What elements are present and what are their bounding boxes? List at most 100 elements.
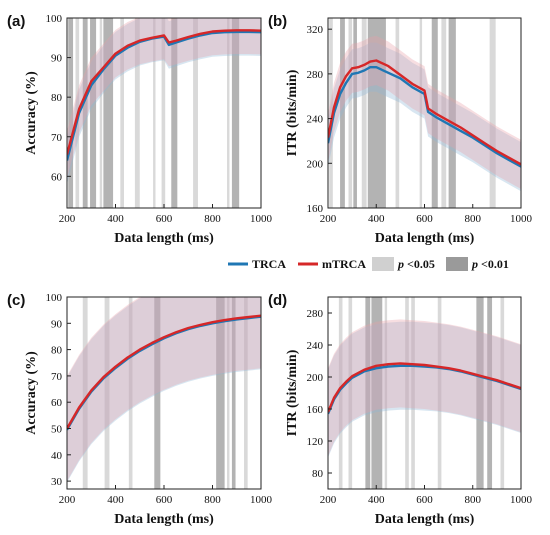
significance-band	[244, 297, 248, 489]
x-tick-label: 400	[107, 213, 124, 225]
legend-p05-rest: <0.05	[404, 257, 435, 271]
x-axis-label: Data length (ms)	[375, 512, 475, 527]
legend-trca-label: TRCA	[252, 257, 286, 271]
panel-label: (d)	[268, 292, 287, 309]
significance-band	[448, 18, 456, 208]
y-axis-label: Accuracy (%)	[24, 71, 39, 155]
series-line-mtrca	[67, 314, 261, 430]
significance-band	[371, 297, 383, 489]
y-tick-label: 320	[307, 24, 324, 36]
x-tick-label: 400	[368, 213, 385, 225]
x-tick-label: 800	[204, 213, 221, 225]
chart-panel-d: 200 400 600 800 1000 80 120 160 200 240 280 Data le…	[268, 292, 533, 527]
legend-p05-italic: p	[397, 257, 404, 271]
x-tick-label: 1000	[510, 213, 533, 225]
y-tick-label: 280	[307, 69, 324, 81]
y-axis-label: Accuracy (%)	[24, 351, 39, 435]
significance-band	[437, 297, 442, 489]
y-tick-label: 70	[51, 132, 63, 144]
x-axis-label: Data length (ms)	[375, 231, 475, 246]
significance-band	[134, 18, 140, 208]
y-tick-label: 240	[307, 114, 324, 126]
x-tick-label: 800	[465, 213, 482, 225]
x-tick-label: 800	[465, 494, 482, 506]
significance-band	[348, 297, 353, 489]
y-tick-label: 280	[307, 308, 324, 320]
significance-band	[329, 18, 333, 208]
legend-p01-swatch	[446, 257, 468, 271]
std-band-mtrca	[328, 319, 521, 457]
legend-p05-swatch	[372, 257, 394, 271]
y-tick-label: 200	[307, 372, 324, 384]
significance-band	[384, 297, 388, 489]
x-tick-label: 600	[416, 213, 433, 225]
y-tick-label: 200	[307, 158, 324, 170]
significance-band	[500, 297, 505, 489]
significance-band	[405, 297, 409, 489]
significance-band	[419, 18, 423, 208]
y-axis-label: ITR (bits/min)	[285, 349, 300, 436]
significance-band	[353, 18, 357, 208]
x-tick-label: 200	[320, 213, 337, 225]
significance-band	[82, 297, 88, 489]
y-tick-label: 90	[51, 53, 63, 65]
y-tick-label: 120	[307, 436, 324, 448]
significance-band	[361, 18, 367, 208]
significance-band	[68, 18, 74, 208]
y-tick-label: 160	[307, 404, 324, 416]
std-band-trca	[328, 321, 521, 458]
y-tick-label: 70	[51, 371, 63, 383]
chart-panel-c: 200 400 600 800 1000 30 40 50 60 70 80 90 100 Data le…	[7, 292, 273, 527]
panel-label: (c)	[7, 292, 25, 309]
std-band-mtrca	[67, 18, 261, 179]
legend: TRCA mTRCA p <0.05 p <0.01	[228, 257, 509, 271]
significance-band	[441, 18, 447, 208]
legend-p01-label: p <0.01	[471, 257, 509, 271]
significance-band	[395, 18, 400, 208]
x-tick-label: 1000	[250, 494, 273, 506]
significance-band	[90, 18, 97, 208]
significance-band	[82, 18, 88, 208]
y-tick-label: 50	[51, 424, 63, 436]
panel-label: (a)	[7, 13, 25, 30]
std-band-mtrca	[67, 297, 261, 482]
std-band-trca	[67, 297, 261, 483]
legend-p01-rest: <0.01	[478, 257, 509, 271]
x-tick-label: 1000	[250, 213, 273, 225]
significance-band	[216, 297, 225, 489]
x-tick-label: 600	[156, 494, 173, 506]
significance-band	[476, 297, 484, 489]
legend-p01-italic: p	[471, 257, 478, 271]
significance-band	[411, 297, 415, 489]
significance-band	[193, 18, 198, 208]
significance-band	[227, 297, 230, 489]
x-axis-label: Data length (ms)	[114, 231, 214, 246]
significance-band	[367, 18, 386, 208]
chart-panel-a: 200 400 600 800 1000 60 70 80 90 100 Data length (…	[7, 13, 273, 246]
std-band-mtrca	[328, 35, 521, 190]
legend-p05-label: p <0.05	[397, 257, 435, 271]
significance-band	[103, 18, 114, 208]
panel-label: (b)	[268, 13, 287, 30]
significance-band	[120, 18, 124, 208]
x-tick-label: 1000	[510, 494, 533, 506]
significance-band	[231, 297, 236, 489]
plot-area	[67, 18, 261, 208]
x-tick-label: 600	[416, 494, 433, 506]
std-band-trca	[67, 18, 261, 185]
significance-band	[489, 18, 496, 208]
x-tick-label: 600	[156, 213, 173, 225]
significance-band	[338, 297, 343, 489]
y-tick-label: 60	[51, 171, 63, 183]
significance-band	[231, 18, 240, 208]
x-tick-label: 200	[59, 213, 76, 225]
series-line-trca	[328, 65, 521, 168]
series-line-mtrca	[328, 59, 521, 166]
series-line-mtrca	[67, 29, 261, 155]
y-tick-label: 160	[307, 203, 324, 215]
y-tick-label: 30	[51, 476, 63, 488]
significance-band	[153, 18, 156, 208]
x-tick-label: 400	[368, 494, 385, 506]
y-axis-label: ITR (bits/min)	[285, 69, 300, 156]
